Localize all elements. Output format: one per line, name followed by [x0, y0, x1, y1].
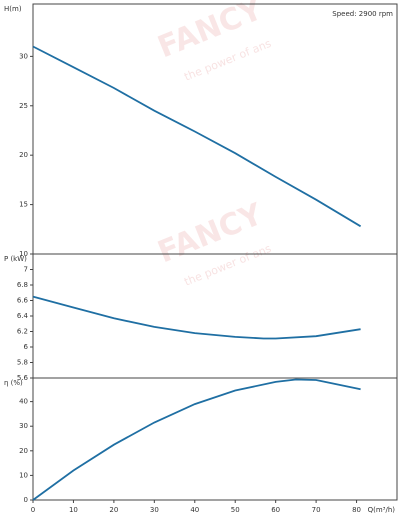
y-tick-label: 30 — [19, 422, 28, 430]
x-tick-label: 70 — [312, 506, 321, 514]
x-tick-label: 60 — [271, 506, 280, 514]
y-tick-label: 10 — [19, 471, 28, 479]
y-tick-label: 6.6 — [17, 297, 29, 305]
y-axis-label: P (kW) — [4, 255, 27, 263]
annotation: Speed: 2900 rpm — [332, 10, 393, 18]
y-tick-label: 15 — [19, 201, 28, 209]
x-tick-label: 30 — [150, 506, 159, 514]
panel-frame — [32, 377, 398, 501]
x-tick-label: 10 — [69, 506, 78, 514]
y-tick-label: 20 — [19, 447, 28, 455]
y-tick-label: 20 — [19, 151, 28, 159]
data-line — [32, 295, 361, 340]
data-line — [32, 378, 361, 501]
data-line — [32, 45, 362, 228]
x-tick-label: 40 — [190, 506, 199, 514]
y-tick-label: 40 — [19, 398, 28, 406]
y-tick-label: 25 — [19, 102, 28, 110]
y-axis-label: H(m) — [4, 5, 22, 13]
y-tick-label: 6.8 — [17, 281, 28, 289]
y-tick-label: 5.8 — [17, 359, 28, 367]
y-tick-label: 0 — [24, 496, 28, 504]
y-tick-label: 10 — [19, 250, 28, 258]
x-axis-label: Q(m³/h) — [368, 506, 396, 514]
x-tick-label: 0 — [31, 506, 35, 514]
x-tick-label: 20 — [109, 506, 118, 514]
y-tick-label: 5.6 — [17, 374, 29, 382]
y-tick-label: 6 — [24, 343, 29, 351]
y-tick-label: 6.2 — [17, 328, 28, 336]
y-tick-label: 6.4 — [17, 312, 29, 320]
x-tick-label: 50 — [231, 506, 240, 514]
y-axis-label: η (%) — [4, 379, 23, 387]
x-tick-label: 80 — [352, 506, 361, 514]
y-tick-label: 30 — [19, 52, 28, 60]
y-tick-label: 7 — [24, 266, 28, 274]
